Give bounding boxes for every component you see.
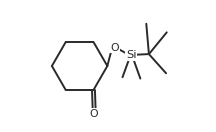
Text: Si: Si: [126, 50, 136, 60]
Text: O: O: [110, 43, 119, 53]
Text: O: O: [90, 109, 98, 119]
